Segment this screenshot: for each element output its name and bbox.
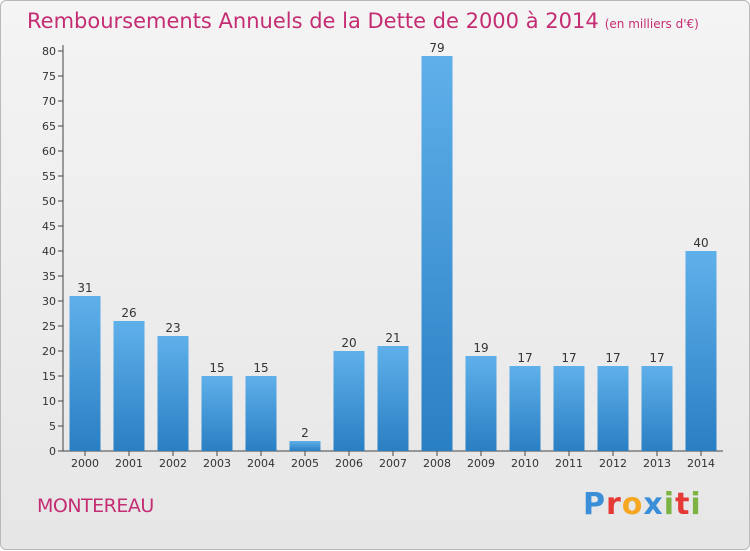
x-axis: 2000 2001 2002 2003 2004 2005 2006 2007 2008 2009… xyxy=(63,450,723,470)
bar-2014 xyxy=(685,251,717,451)
bar-2007 xyxy=(377,346,409,451)
logo-letter: t xyxy=(675,487,691,522)
x-tick-label-2009: 2009 xyxy=(467,457,495,470)
y-tick-label: 50 xyxy=(42,195,56,208)
x-tick-label-2011: 2011 xyxy=(555,457,583,470)
bar-2012 xyxy=(597,366,629,451)
x-tick-label-2002: 2002 xyxy=(159,457,187,470)
bar-2003 xyxy=(201,376,233,451)
x-tick-label-2003: 2003 xyxy=(203,457,231,470)
x-tick-label-2001: 2001 xyxy=(115,457,143,470)
data-label-2013: 17 xyxy=(649,351,664,365)
x-tick-label-2006: 2006 xyxy=(335,457,363,470)
data-label-2000: 31 xyxy=(77,281,92,295)
y-tick-label: 55 xyxy=(42,170,56,183)
bar-2006 xyxy=(333,351,365,451)
x-tick-label-2010: 2010 xyxy=(511,457,539,470)
data-label-2010: 17 xyxy=(517,351,532,365)
bar-2004 xyxy=(245,376,277,451)
y-tick-label: 15 xyxy=(42,370,56,383)
logo-letter: i xyxy=(663,487,676,522)
x-tick-label-2000: 2000 xyxy=(71,457,99,470)
y-tick-label: 30 xyxy=(42,295,56,308)
x-tick-label-2005: 2005 xyxy=(291,457,319,470)
y-tick-label: 65 xyxy=(42,120,56,133)
y-tick-label: 25 xyxy=(42,320,56,333)
data-label-2004: 15 xyxy=(253,361,268,375)
y-axis: 0 5 10 15 20 25 30 35 40 45 50 55 60 65 70 75 80 xyxy=(42,45,64,458)
chart-subtitle: (en milliers d'€) xyxy=(604,17,699,31)
y-tick-label: 35 xyxy=(42,270,56,283)
x-tick-label-2013: 2013 xyxy=(643,457,671,470)
bar-2013 xyxy=(641,366,673,451)
chart-title: Remboursements Annuels de la Dette de 20… xyxy=(27,9,699,33)
data-label-2007: 21 xyxy=(385,331,400,345)
proxiti-logo[interactable]: Proxiti xyxy=(583,487,702,522)
commune-name: MONTEREAU xyxy=(37,495,154,517)
bar-2000 xyxy=(69,296,101,451)
data-label-2006: 20 xyxy=(341,336,356,350)
y-tick-label: 40 xyxy=(42,245,56,258)
data-labels: 31 26 23 15 15 2 20 21 79 19 17 17 17 17 40 xyxy=(77,41,708,440)
bar-2001 xyxy=(113,321,145,451)
data-label-2008: 79 xyxy=(429,41,444,55)
x-tick-label-2008: 2008 xyxy=(423,457,451,470)
bars xyxy=(69,56,717,451)
data-label-2011: 17 xyxy=(561,351,576,365)
y-tick-label: 0 xyxy=(49,445,56,458)
bar-2010 xyxy=(509,366,541,451)
chart-title-text: Remboursements Annuels de la Dette de 20… xyxy=(27,9,599,33)
x-tick-label-2012: 2012 xyxy=(599,457,627,470)
data-label-2003: 15 xyxy=(209,361,224,375)
y-tick-label: 60 xyxy=(42,145,56,158)
logo-letter: i xyxy=(690,487,702,522)
bar-2009 xyxy=(465,356,497,451)
data-label-2005: 2 xyxy=(301,426,309,440)
x-tick-label-2014: 2014 xyxy=(687,457,715,470)
y-tick-label: 75 xyxy=(42,70,56,83)
y-tick-label: 5 xyxy=(49,420,56,433)
data-label-2002: 23 xyxy=(165,321,180,335)
y-tick-label: 70 xyxy=(42,95,56,108)
y-tick-label: 20 xyxy=(42,345,56,358)
logo-letter: P xyxy=(583,487,606,522)
y-tick-label: 10 xyxy=(42,395,56,408)
bar-2008 xyxy=(421,56,453,451)
bar-2011 xyxy=(553,366,585,451)
data-label-2009: 19 xyxy=(473,341,488,355)
bar-2005 xyxy=(289,441,321,451)
y-tick-label: 45 xyxy=(42,220,56,233)
logo-letter: x xyxy=(643,487,664,522)
x-tick-label-2004: 2004 xyxy=(247,457,275,470)
bar-2002 xyxy=(157,336,189,451)
x-tick-label-2007: 2007 xyxy=(379,457,407,470)
data-label-2001: 26 xyxy=(121,306,136,320)
logo-letter: o xyxy=(621,487,644,522)
y-tick-label: 80 xyxy=(42,45,56,58)
logo-letter: r xyxy=(606,487,622,522)
data-label-2012: 17 xyxy=(605,351,620,365)
data-label-2014: 40 xyxy=(693,236,708,250)
